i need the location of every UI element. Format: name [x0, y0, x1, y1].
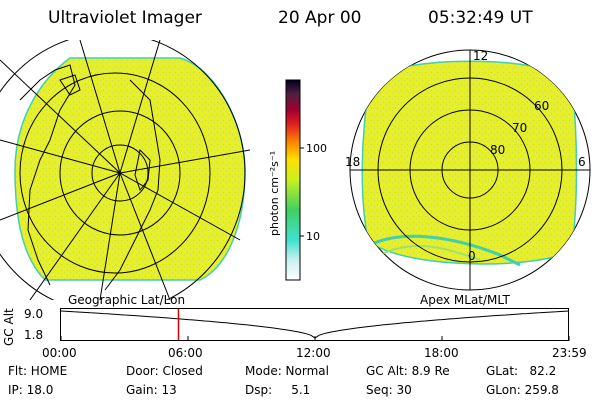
- altitude-plot[interactable]: [60, 308, 570, 342]
- info-glon: GLon: 259.8: [486, 383, 559, 397]
- altitude-xtick-2359: 23:59: [552, 346, 587, 360]
- info-gc-alt: GC Alt: 8.9 Re: [366, 364, 450, 378]
- altitude-ylabel: GC Alt: [2, 308, 16, 346]
- info-ip: IP: 18.0: [8, 383, 54, 397]
- info-door: Door: Closed: [126, 364, 203, 378]
- info-seq: Seq: 30: [366, 383, 412, 397]
- left-projection-label: Geographic Lat/Lon: [68, 293, 186, 307]
- polar-mlt-plot[interactable]: 12 18 6 0 60 70 80: [340, 40, 600, 300]
- time-label: 05:32:49 UT: [428, 8, 533, 28]
- info-mode: Mode: Normal: [245, 364, 329, 378]
- geographic-image[interactable]: [0, 40, 260, 300]
- coastline: [19, 64, 76, 286]
- mlat-label-60: 60: [534, 99, 549, 113]
- mlt-label-0: 0: [468, 249, 476, 263]
- date-label: 20 Apr 00: [278, 8, 362, 28]
- colorbar-label: photon cm⁻²s⁻¹: [268, 151, 281, 236]
- info-gain: Gain: 13: [126, 383, 177, 397]
- colorbar-tick-100: 100: [306, 142, 327, 155]
- coastline: [134, 148, 151, 192]
- altitude-xtick-1200: 12:00: [296, 346, 331, 360]
- polar-image-fill: [361, 60, 578, 265]
- longitude-grid: [0, 40, 251, 300]
- mlt-label-12: 12: [473, 49, 488, 63]
- altitude-xtick-0000: 00:00: [42, 346, 77, 360]
- colorbar-tick-10: 10: [306, 230, 320, 243]
- coastline: [104, 79, 161, 291]
- mlat-label-70: 70: [512, 121, 527, 135]
- colorbar-scale: [285, 79, 301, 281]
- mlat-label-80: 80: [490, 143, 505, 157]
- colorbar: 100 10 photon cm⁻²s⁻¹: [268, 79, 327, 281]
- info-flt: Flt: HOME: [8, 364, 68, 378]
- altitude-xtick-1800: 18:00: [424, 346, 459, 360]
- mlt-label-6: 6: [578, 155, 586, 169]
- info-dsp: Dsp: 5.1: [245, 383, 311, 397]
- altitude-xtick-0600: 06:00: [168, 346, 203, 360]
- altitude-ytick-min: 1.8: [24, 328, 44, 342]
- left-image-disk: [14, 57, 246, 281]
- altitude-ytick-max: 9.0: [24, 307, 44, 321]
- app-title: Ultraviolet Imager: [48, 8, 202, 28]
- mlt-lines: [350, 50, 590, 290]
- info-glat: GLat: 82.2: [486, 364, 557, 378]
- mlt-label-18: 18: [345, 155, 360, 169]
- coastline: [59, 74, 81, 96]
- auroral-edge: [379, 245, 481, 261]
- right-projection-label: Apex MLat/MLT: [420, 293, 510, 307]
- latitude-grid: [0, 40, 246, 300]
- auroral-edge: [369, 234, 521, 267]
